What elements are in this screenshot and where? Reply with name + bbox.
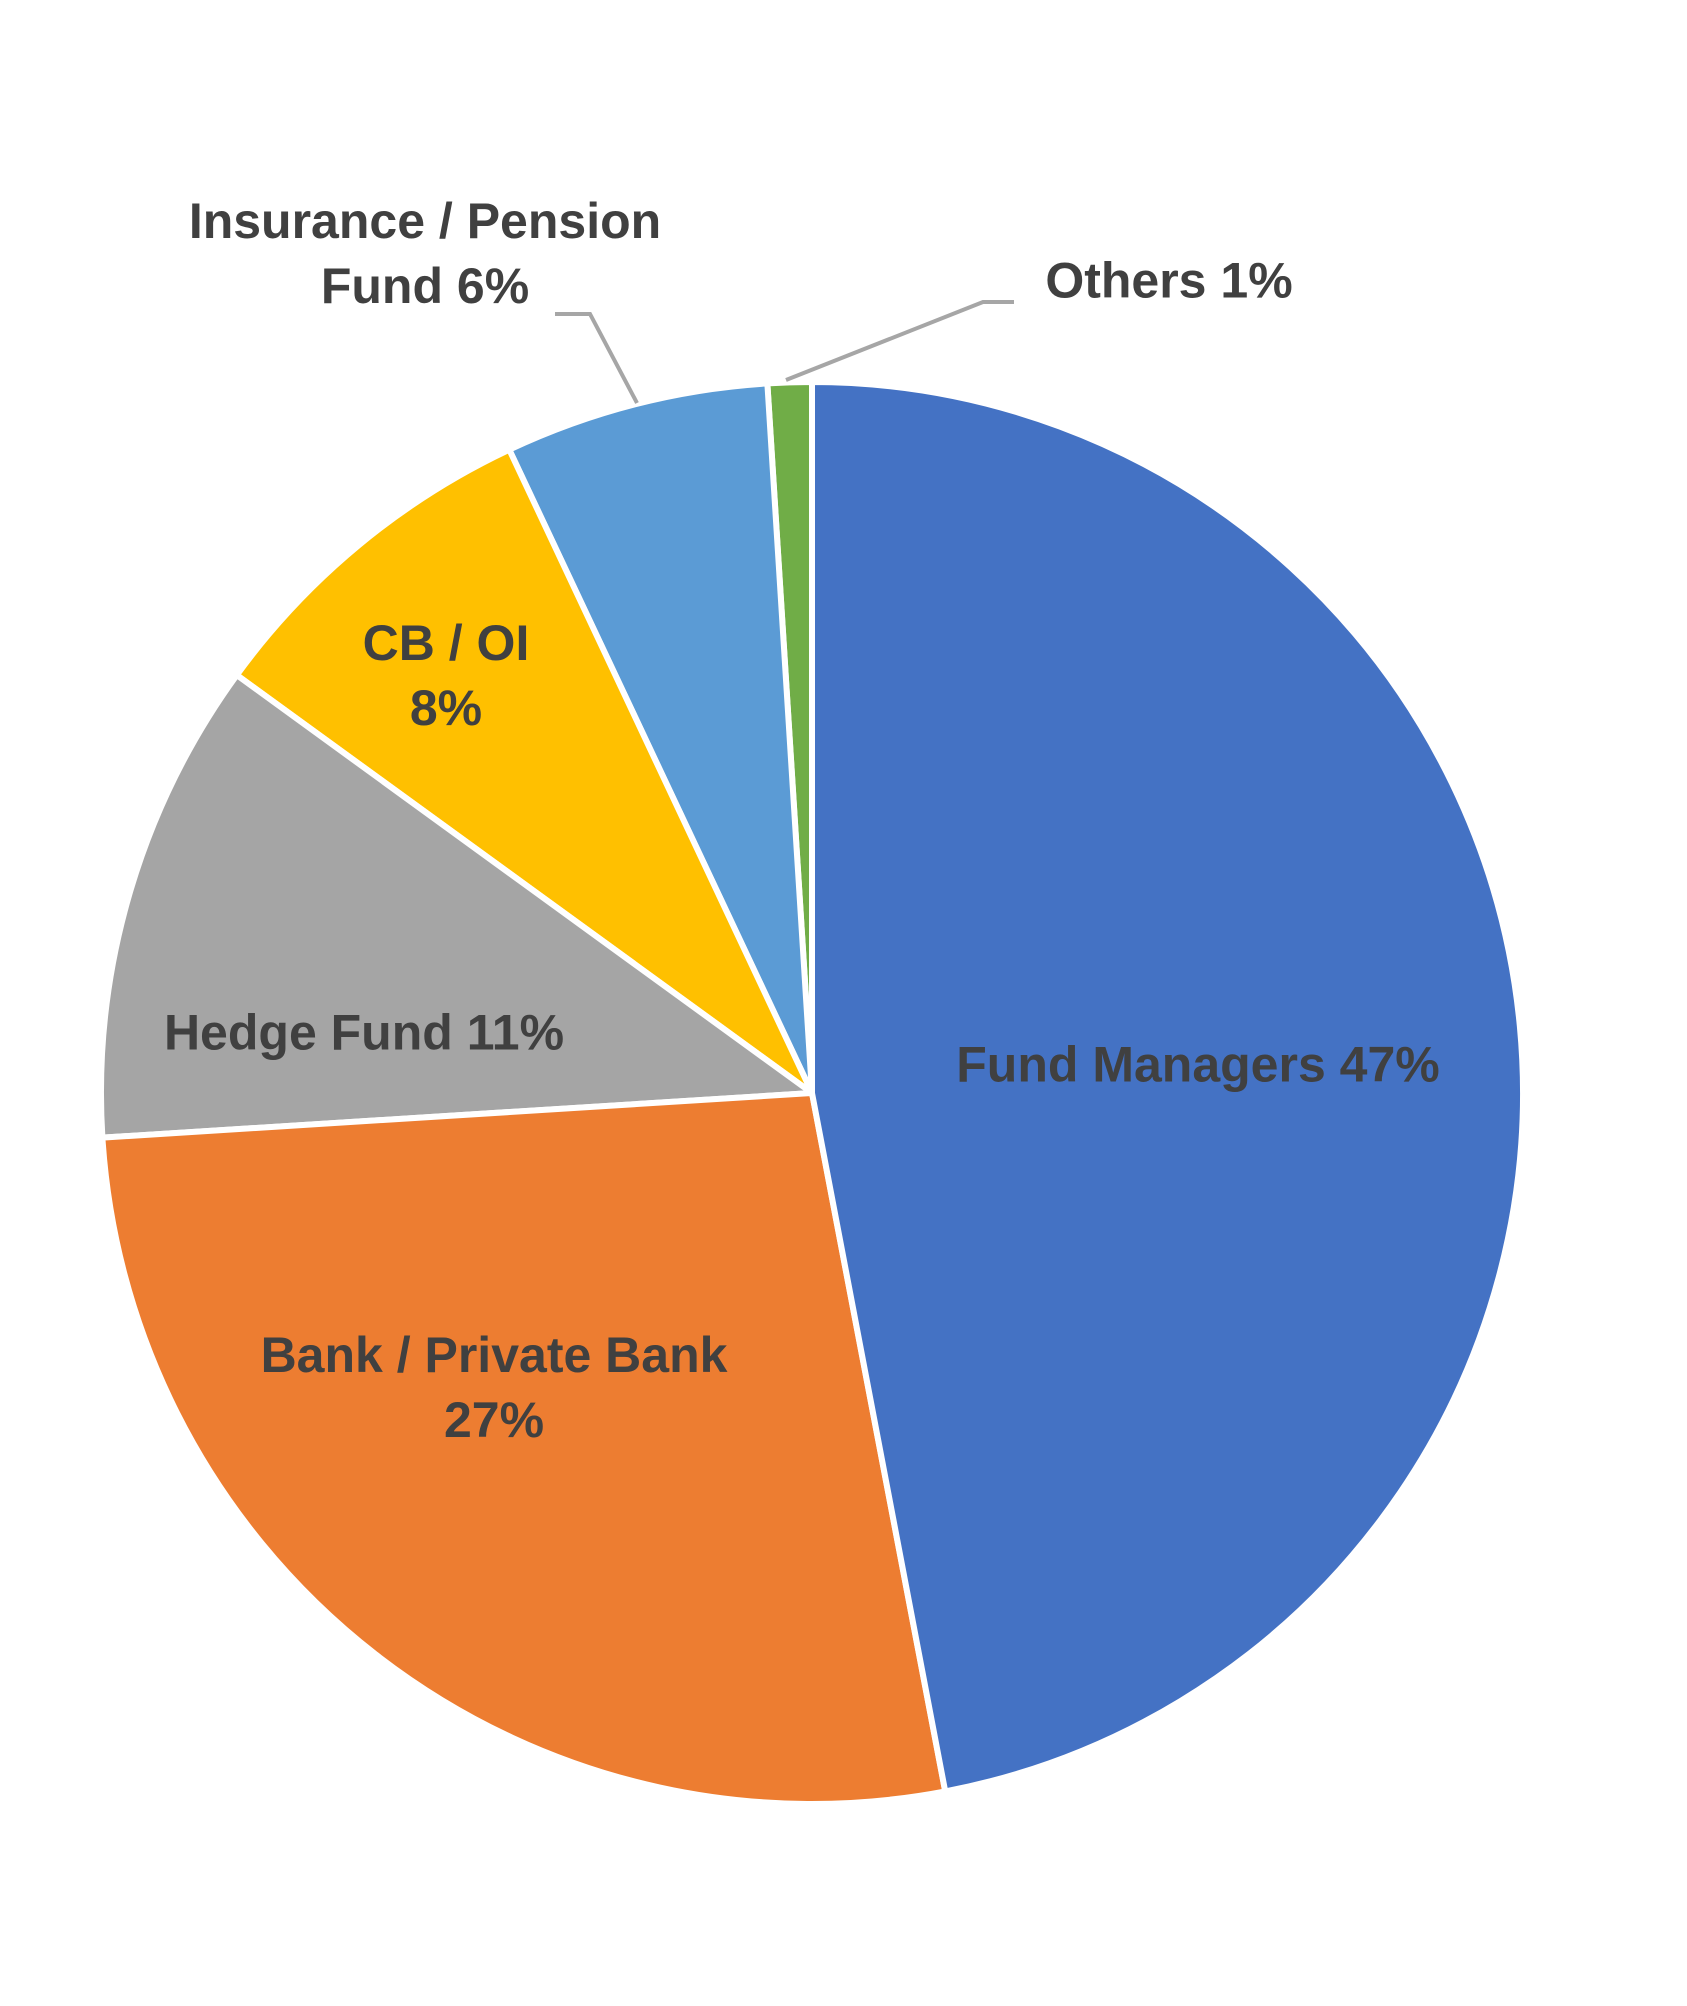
data-label: Others 1% [969,249,1369,314]
data-label: Insurance / Pension Fund 6% [135,189,715,319]
pie-slice [809,379,1526,1795]
pie-slice [98,672,815,1141]
data-label: CB / OI 8% [346,611,546,741]
pie-slice [506,380,815,1096]
category-label: CB / OI [362,615,530,671]
category-label: Hedge Fund [163,1004,453,1061]
category-label: Fund Managers [956,1036,1326,1093]
value-label: 8% [409,680,483,736]
data-label: Fund Managers 47% [798,1033,1598,1098]
leader-line [785,300,1014,382]
category-label: Bank / Private Bank [260,1327,728,1383]
value-label: 27% [443,1392,545,1448]
value-label: 6% [456,258,530,314]
category-label: Others [1045,252,1207,309]
leader-line [555,312,639,404]
category-label: Insurance / Pension Fund [188,193,662,314]
pie-slice [99,1090,949,1807]
data-label: Hedge Fund 11% [64,1001,664,1066]
value-label: 11% [466,1004,565,1061]
value-label: 1% [1220,252,1293,309]
data-label: Bank / Private Bank 27% [214,1323,774,1453]
pie-slice [233,446,815,1096]
value-label: 47% [1339,1036,1440,1093]
